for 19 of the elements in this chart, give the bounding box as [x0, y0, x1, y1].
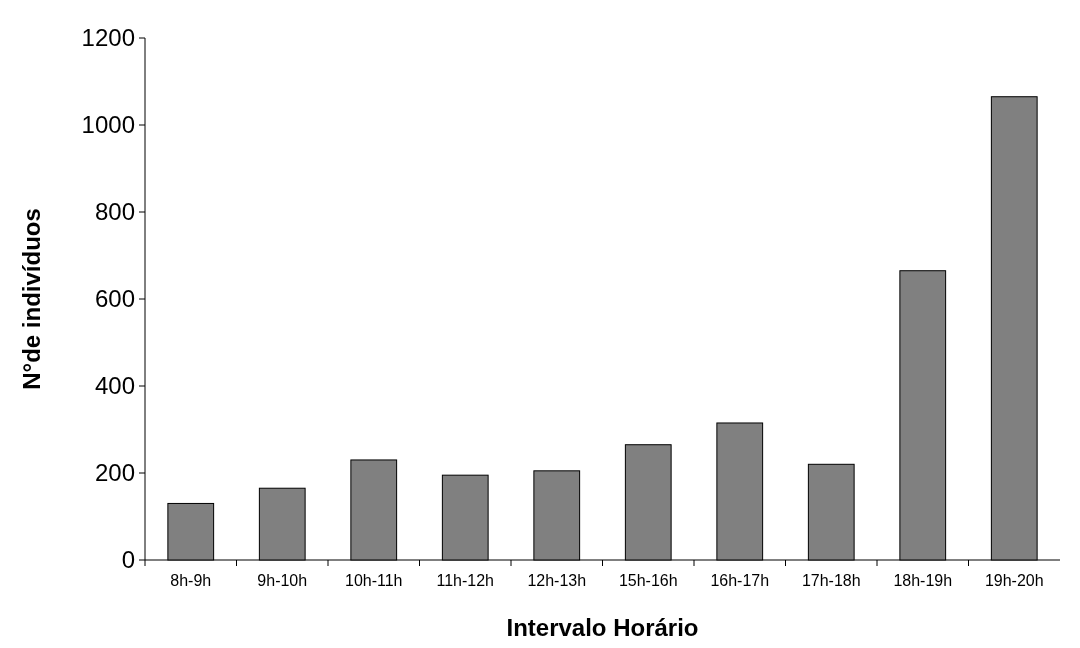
x-tick-label: 18h-19h	[893, 572, 953, 589]
x-axis-title: Intervalo Horário	[506, 614, 699, 641]
x-tick-label: 11h-12h	[436, 572, 495, 589]
x-tick-label: 19h-20h	[984, 572, 1044, 589]
x-tick-label: 8h-9h	[170, 572, 212, 589]
y-tick-label: 800	[94, 198, 135, 226]
y-tick-label: 200	[94, 459, 135, 487]
x-tick-label: 17h-18h	[801, 572, 861, 589]
y-axis-title: N°de indivíduos	[18, 208, 45, 390]
x-tick-label: 15h-16h	[618, 572, 678, 589]
y-tick-label: 400	[94, 372, 135, 400]
y-tick-label: 0	[121, 546, 135, 574]
x-tick-label: 10h-11h	[344, 572, 403, 589]
x-tick-label: 16h-17h	[710, 572, 770, 589]
y-tick-label: 600	[94, 285, 135, 313]
x-tick-label: 9h-10h	[257, 572, 308, 589]
x-tick-label: 12h-13h	[527, 572, 587, 589]
y-tick-label: 1000	[81, 111, 135, 139]
y-tick-label: 1200	[81, 24, 135, 52]
